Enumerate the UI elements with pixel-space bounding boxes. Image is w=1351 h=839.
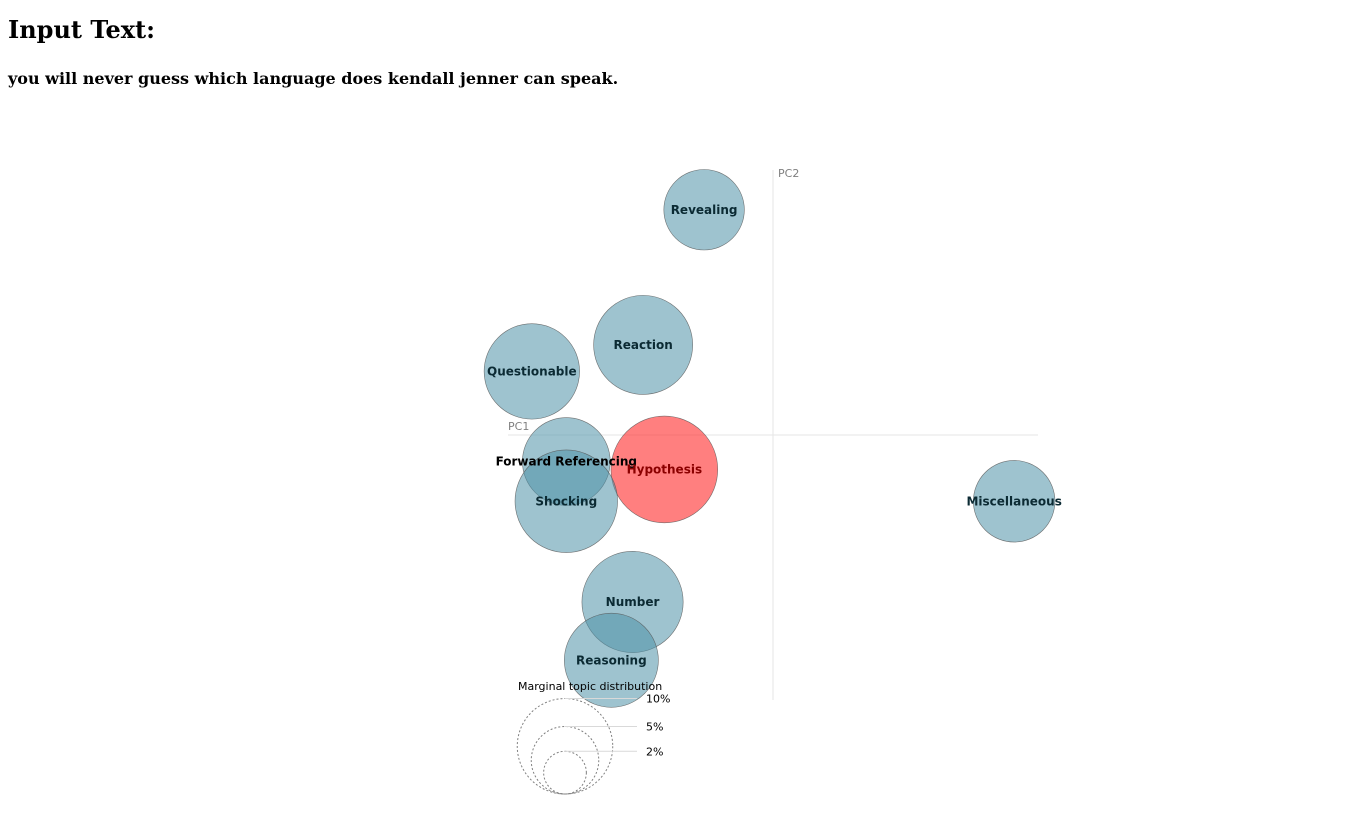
pc1-axis-label: PC1 bbox=[508, 420, 529, 433]
legend-circle-10pct bbox=[516, 698, 614, 795]
topic-label-number: Number bbox=[606, 595, 660, 609]
topic-bubble-miscellaneous[interactable] bbox=[973, 460, 1056, 543]
legend-circle-2pct bbox=[543, 750, 587, 795]
topic-bubble-questionable[interactable] bbox=[483, 323, 580, 420]
topic-bubble-reaction[interactable] bbox=[593, 295, 693, 395]
size-legend: Marginal topic distribution 10% 5% 2% bbox=[516, 680, 670, 795]
legend-label-10pct: 10% bbox=[646, 693, 670, 706]
input-text-heading: Input Text: bbox=[8, 15, 155, 44]
topic-bubble-reasoning[interactable] bbox=[564, 612, 659, 708]
topic-label-questionable: Questionable bbox=[487, 364, 577, 378]
topic-label-miscellaneous: Miscellaneous bbox=[966, 494, 1061, 508]
topic-label-shocking: Shocking bbox=[535, 494, 597, 508]
topic-label-forward-referencing: Forward Referencing bbox=[496, 455, 637, 469]
pc2-axis-label: PC2 bbox=[778, 167, 799, 180]
legend-label-5pct: 5% bbox=[646, 720, 663, 733]
topic-label-revealing: Revealing bbox=[671, 203, 738, 217]
input-text-value: you will never guess which language does… bbox=[8, 69, 619, 88]
topic-bubbles: Revealing Reaction Questionable Forward Ref… bbox=[483, 169, 1062, 708]
legend-title: Marginal topic distribution bbox=[518, 680, 662, 693]
legend-circle-5pct bbox=[530, 725, 600, 795]
topic-bubble-revealing[interactable] bbox=[663, 169, 745, 251]
topic-bubble-hypothesis[interactable] bbox=[610, 415, 719, 524]
topic-label-reasoning: Reasoning bbox=[576, 653, 647, 667]
topic-label-reaction: Reaction bbox=[614, 338, 673, 352]
topic-label-hypothesis: Hypothesis bbox=[627, 462, 703, 476]
legend-label-2pct: 2% bbox=[646, 745, 663, 758]
topic-bubble-shocking[interactable] bbox=[514, 449, 618, 553]
